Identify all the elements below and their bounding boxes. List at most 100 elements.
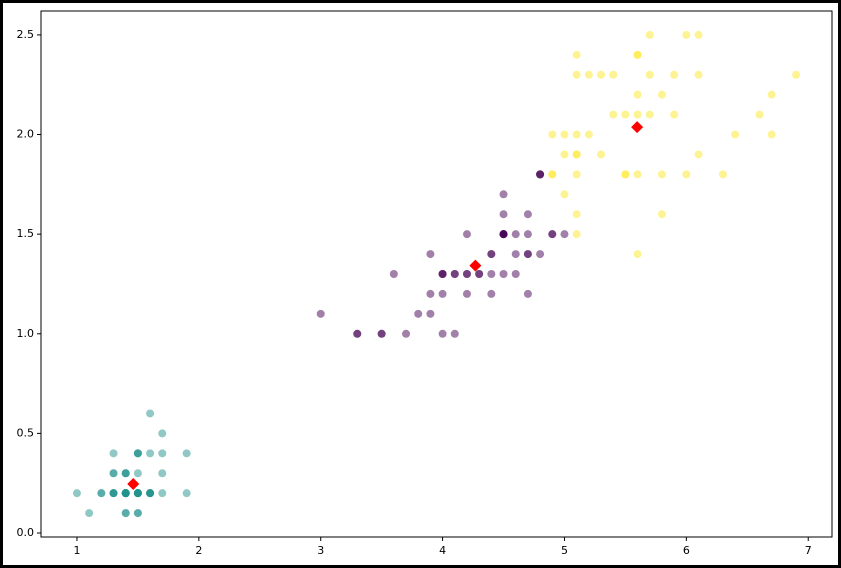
scatter-point xyxy=(560,130,569,139)
scatter-point xyxy=(572,230,581,239)
scatter-point xyxy=(548,230,557,239)
scatter-point xyxy=(462,230,471,239)
x-tick-label: 3 xyxy=(317,544,324,557)
scatter-point xyxy=(316,309,325,318)
scatter-point xyxy=(109,449,118,458)
scatter-point xyxy=(438,329,447,338)
x-tick-label: 5 xyxy=(561,544,568,557)
x-tick-label: 1 xyxy=(73,544,80,557)
scatter-point xyxy=(450,270,459,278)
y-tick-label: 0.5 xyxy=(17,426,35,439)
scatter-point xyxy=(682,170,691,179)
scatter-point xyxy=(572,70,581,79)
y-tick-label: 2.5 xyxy=(17,28,35,41)
scatter-point xyxy=(109,489,118,498)
scatter-point xyxy=(584,130,593,139)
scatter-point xyxy=(109,469,118,478)
scatter-point xyxy=(438,289,447,298)
scatter-point xyxy=(499,210,508,219)
scatter-point xyxy=(682,30,691,39)
scatter-point xyxy=(182,489,191,498)
scatter-point xyxy=(694,30,703,39)
scatter-point xyxy=(462,270,471,278)
scatter-point xyxy=(426,309,435,318)
scatter-point xyxy=(146,409,155,418)
plot-frame xyxy=(40,10,833,538)
centroid-marker xyxy=(631,121,644,134)
scatter-point xyxy=(670,70,679,79)
scatter-point xyxy=(560,230,569,239)
scatter-point xyxy=(657,90,666,99)
scatter-point xyxy=(158,489,167,498)
scatter-point xyxy=(645,30,654,39)
scatter-point xyxy=(146,449,155,458)
plot-marks xyxy=(72,30,801,518)
x-tick-label: 4 xyxy=(439,544,446,557)
centroid-marker xyxy=(127,478,140,491)
scatter-point xyxy=(523,230,532,239)
scatter-point xyxy=(377,329,386,338)
scatter-point xyxy=(536,250,545,259)
figure-background xyxy=(3,3,838,565)
scatter-point xyxy=(511,250,520,259)
scatter-point xyxy=(523,289,532,298)
scatter-point xyxy=(523,210,532,219)
scatter-point xyxy=(487,270,496,278)
scatter-point xyxy=(694,150,703,159)
scatter-point xyxy=(609,70,618,79)
scatter-point xyxy=(499,190,508,199)
scatter-point xyxy=(158,449,167,458)
scatter-point xyxy=(767,130,776,139)
scatter-point xyxy=(97,489,106,498)
scatter-point xyxy=(511,230,520,239)
scatter-point xyxy=(158,429,167,438)
scatter-point xyxy=(633,170,642,179)
scatter-point xyxy=(426,289,435,298)
scatter-point xyxy=(511,270,520,278)
x-tick-label: 2 xyxy=(195,544,202,557)
scatter-point xyxy=(426,250,435,259)
centroid-marker xyxy=(469,259,482,272)
scatter-point xyxy=(475,270,484,278)
scatter-point xyxy=(548,130,557,139)
scatter-point xyxy=(450,329,459,338)
scatter-point xyxy=(499,230,508,239)
scatter-point xyxy=(645,70,654,79)
scatter-point xyxy=(560,190,569,199)
scatter-point xyxy=(633,50,642,59)
scatter-point xyxy=(572,50,581,59)
scatter-point xyxy=(621,110,630,119)
scatter-point xyxy=(731,130,740,139)
scatter-point xyxy=(767,90,776,99)
scatter-point xyxy=(657,170,666,179)
scatter-point xyxy=(633,250,642,259)
scatter-point xyxy=(121,469,130,478)
scatter-point xyxy=(572,150,581,159)
scatter-point xyxy=(670,110,679,119)
scatter-point xyxy=(133,469,142,478)
scatter-point xyxy=(462,289,471,298)
scatter-point xyxy=(597,70,606,79)
scatter-point xyxy=(621,170,630,179)
y-tick-label: 2.0 xyxy=(17,128,35,141)
scatter-point xyxy=(414,309,423,318)
scatter-point xyxy=(487,289,496,298)
scatter-point xyxy=(572,130,581,139)
scatter-point xyxy=(72,489,81,498)
y-tick-label: 1.5 xyxy=(17,227,35,240)
scatter-point xyxy=(694,70,703,79)
scatter-point xyxy=(792,70,801,79)
scatter-point xyxy=(487,250,496,259)
scatter-point xyxy=(389,270,398,278)
scatter-point xyxy=(572,210,581,219)
scatter-point xyxy=(85,509,94,518)
scatter-point xyxy=(133,489,142,498)
scatter-point xyxy=(523,250,532,259)
scatter-point xyxy=(402,329,411,338)
y-tick-label: 1.0 xyxy=(17,327,35,340)
scatter-point xyxy=(560,150,569,159)
x-tick-label: 6 xyxy=(683,544,690,557)
scatter-point xyxy=(438,270,447,278)
scatter-point xyxy=(633,110,642,119)
